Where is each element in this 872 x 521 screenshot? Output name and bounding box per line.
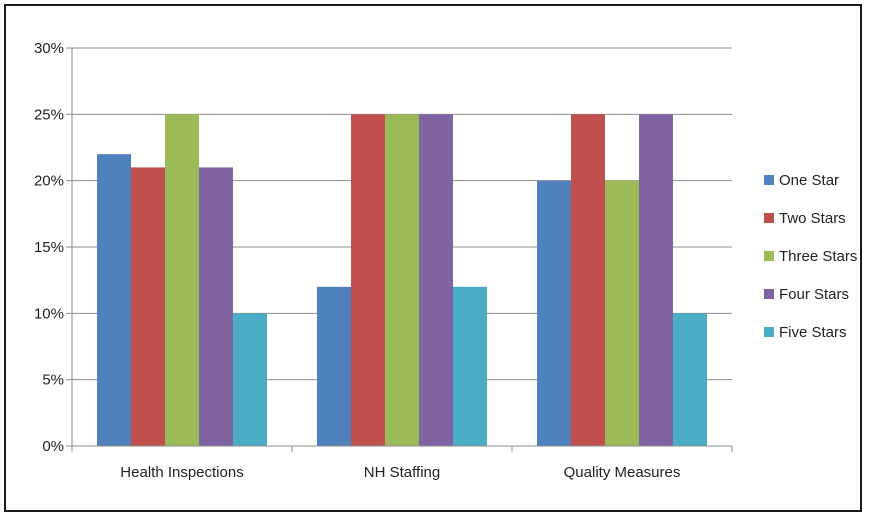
legend-label: Three Stars [779, 248, 857, 265]
y-tick-label: 15% [34, 239, 64, 256]
y-tick-label: 20% [34, 173, 64, 190]
bar [453, 286, 487, 446]
bar [317, 286, 351, 446]
bar [165, 114, 199, 446]
bar [605, 180, 639, 446]
y-tick-label: 30% [34, 40, 64, 57]
legend-swatch [764, 251, 774, 261]
x-tick-label: Quality Measures [564, 464, 681, 481]
bar [537, 180, 571, 446]
bar [385, 114, 419, 446]
legend-swatch [764, 327, 774, 337]
x-tick-label: NH Staffing [364, 464, 440, 481]
axes: 0% 5% 10% 15% 20% 25% 30% Health Inspections NH … [34, 40, 733, 481]
bar [571, 114, 605, 446]
y-tick-label: 25% [34, 106, 64, 123]
legend-swatch [764, 289, 774, 299]
bar-chart: 0% 5% 10% 15% 20% 25% 30% Health Inspections NH … [34, 40, 857, 481]
legend-label: Four Stars [779, 286, 849, 303]
legend-label: Two Stars [779, 210, 846, 227]
chart-frame: 0% 5% 10% 15% 20% 25% 30% Health Inspections NH … [4, 4, 862, 512]
bar [639, 114, 673, 446]
legend-swatch [764, 213, 774, 223]
legend-label: Five Stars [779, 324, 847, 341]
x-tick-label: Health Inspections [120, 464, 243, 481]
legend-label: One Star [779, 172, 839, 189]
bar [351, 114, 385, 446]
bar [673, 313, 707, 446]
bar [233, 313, 267, 446]
y-tick-label: 0% [42, 438, 64, 455]
bar [419, 114, 453, 446]
y-tick-label: 10% [34, 305, 64, 322]
legend-swatch [764, 175, 774, 185]
bar [199, 167, 233, 446]
bars [97, 114, 707, 446]
bar [97, 154, 131, 446]
bar [131, 167, 165, 446]
y-tick-label: 5% [42, 372, 64, 389]
legend: One Star Two Stars Three Stars Four Stars Fi… [764, 172, 857, 341]
